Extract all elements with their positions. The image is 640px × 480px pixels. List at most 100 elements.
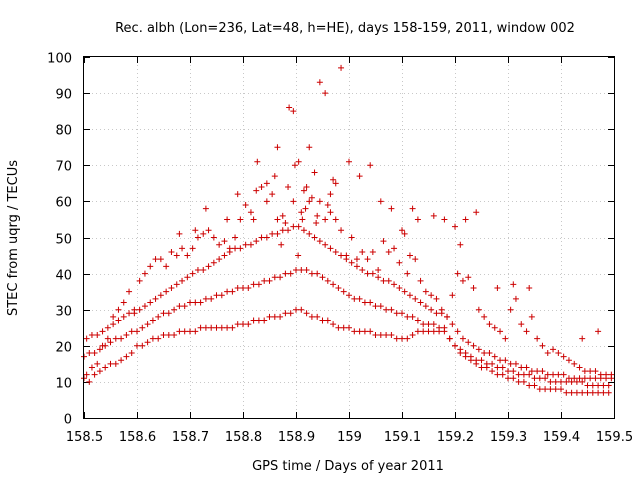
data-point [560, 353, 567, 360]
data-point [295, 158, 302, 165]
data-point [473, 209, 480, 216]
data-point [515, 371, 522, 378]
data-point [303, 183, 310, 190]
data-point [208, 295, 215, 302]
data-point [380, 238, 387, 245]
data-point [96, 346, 103, 353]
data-point [104, 324, 111, 331]
x-axis-label: GPS time / Days of year 2011 [252, 459, 444, 474]
data-point [266, 277, 273, 284]
data-point [475, 346, 482, 353]
data-point [141, 303, 148, 310]
x-tick-label: 158.6 [119, 430, 156, 445]
data-point [322, 216, 329, 223]
data-point [555, 350, 562, 357]
data-point [486, 350, 493, 357]
data-point [168, 285, 175, 292]
data-point [587, 375, 594, 382]
data-point [388, 205, 395, 212]
data-point [531, 382, 538, 389]
data-point [316, 238, 323, 245]
data-point [361, 328, 368, 335]
x-tick-label: 159.4 [543, 430, 580, 445]
data-point [221, 238, 228, 245]
data-point [96, 368, 103, 375]
y-tick-label: 90 [55, 88, 72, 103]
y-tick-label: 100 [47, 52, 72, 67]
data-point [160, 310, 167, 317]
data-point [221, 252, 228, 259]
data-point [597, 371, 604, 378]
data-point [523, 328, 530, 335]
data-point [120, 313, 127, 320]
data-point [552, 386, 559, 393]
data-point [372, 303, 379, 310]
data-point [226, 245, 233, 252]
data-point [592, 375, 599, 382]
data-point [531, 375, 538, 382]
data-point [139, 342, 146, 349]
data-point [165, 310, 172, 317]
data-point [526, 285, 533, 292]
data-point [173, 252, 180, 259]
data-point [518, 321, 525, 328]
data-point [299, 216, 306, 223]
data-point [568, 378, 575, 385]
data-point [173, 281, 180, 288]
data-point [502, 335, 509, 342]
data-point [377, 198, 384, 205]
data-point [414, 328, 421, 335]
data-point [136, 306, 143, 313]
data-point [388, 331, 395, 338]
data-point [441, 216, 448, 223]
data-point [465, 339, 472, 346]
data-point [401, 230, 408, 237]
data-point [542, 386, 549, 393]
data-point [112, 335, 119, 342]
data-point [587, 368, 594, 375]
data-point [295, 252, 302, 259]
data-point [327, 191, 334, 198]
data-point [550, 371, 557, 378]
data-point [491, 324, 498, 331]
data-point [401, 288, 408, 295]
data-point [171, 306, 178, 313]
data-point [277, 313, 284, 320]
data-point [348, 259, 355, 266]
data-point [542, 375, 549, 382]
x-tick-label: 158.8 [225, 430, 262, 445]
data-point [430, 212, 437, 219]
data-point [375, 274, 382, 281]
data-point [245, 321, 252, 328]
data-point [486, 321, 493, 328]
data-point [327, 245, 334, 252]
data-point [422, 303, 429, 310]
data-point [353, 256, 360, 263]
data-point [391, 245, 398, 252]
data-point [229, 324, 236, 331]
data-point [491, 353, 498, 360]
data-point [406, 292, 413, 299]
data-point [258, 183, 265, 190]
data-point [258, 234, 265, 241]
plot-frame [83, 56, 615, 419]
data-point [290, 223, 297, 230]
data-point [528, 313, 535, 320]
data-point [197, 299, 204, 306]
data-point [422, 288, 429, 295]
x-tick-label: 159.1 [384, 430, 421, 445]
x-tick-label: 159.3 [490, 430, 527, 445]
data-point [338, 227, 345, 234]
data-point [279, 212, 286, 219]
data-point [383, 306, 390, 313]
data-point [523, 364, 530, 371]
data-point [176, 303, 183, 310]
data-point [213, 292, 220, 299]
data-point [94, 331, 101, 338]
data-point [237, 245, 244, 252]
data-point [332, 248, 339, 255]
data-point [91, 350, 98, 357]
data-point [502, 357, 509, 364]
data-point [311, 234, 318, 241]
data-point [539, 368, 546, 375]
